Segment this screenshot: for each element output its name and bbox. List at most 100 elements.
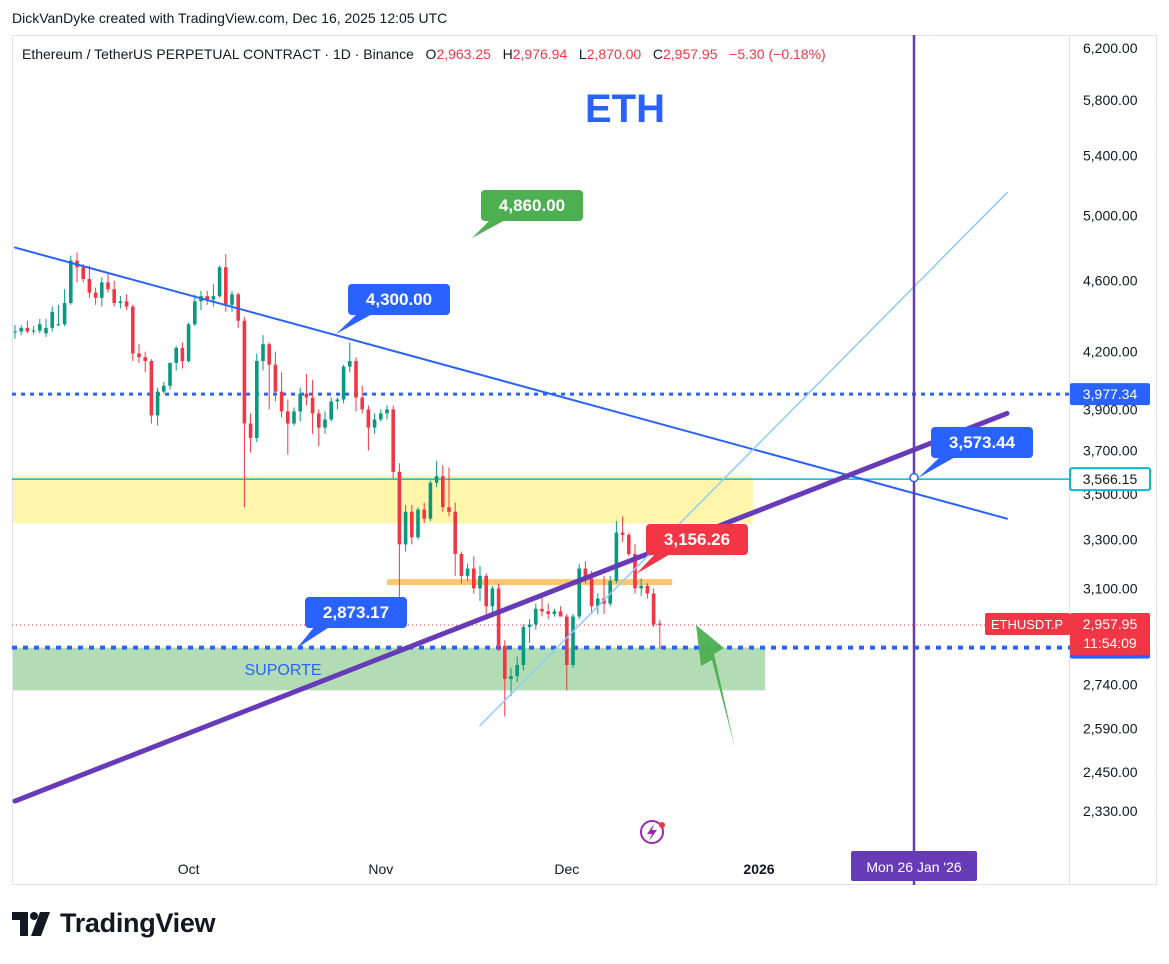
tradingview-logo-text: TradingView (60, 908, 216, 938)
candle-body (50, 311, 54, 328)
candle-body (193, 301, 197, 325)
candle-2025-11-09 (428, 480, 433, 521)
candle-2025-09-06 (31, 326, 36, 335)
candle-2025-10-02 (193, 294, 197, 327)
callout-2873-text: 2,873.17 (323, 603, 389, 622)
candle-2025-10-04 (205, 290, 209, 305)
candle-body (534, 608, 538, 625)
candle-body (341, 366, 346, 400)
candle-body (292, 411, 296, 424)
candle-2025-09-16 (93, 287, 98, 305)
candle-body (379, 413, 383, 420)
callout-4300-text: 4,300.00 (366, 290, 432, 309)
intersection-point (909, 472, 919, 483)
candle-2025-11-13 (453, 502, 457, 576)
candle-body (441, 476, 445, 508)
symbol-tag-box (985, 612, 1070, 635)
candle-body (589, 578, 594, 607)
candle-2025-10-15 (273, 351, 278, 402)
candle-body (459, 553, 464, 576)
candle-2025-11-05 (403, 504, 408, 552)
candle-body (453, 511, 457, 554)
y-tick-label: 3,300.00 (1083, 532, 1138, 548)
candle-body (56, 324, 61, 326)
y-tick-label: 3,700.00 (1083, 442, 1138, 458)
candle-body (608, 580, 612, 604)
lightning-icon-dot (659, 822, 665, 828)
candle-2025-10-01 (186, 322, 191, 363)
candle-body (614, 532, 619, 581)
candle-2025-10-19 (298, 387, 302, 422)
candle-body (112, 289, 116, 304)
candle-body (211, 296, 216, 300)
candle-2025-11-12 (447, 467, 451, 517)
callout-4860-box (481, 190, 583, 221)
candle-2025-10-23 (323, 411, 327, 434)
candle-body (434, 476, 439, 483)
callout-4860-text: 4,860.00 (499, 196, 565, 215)
candle-body (496, 588, 501, 646)
candle-2025-11-01 (379, 409, 383, 422)
countdown-text: 11:54:09 (1083, 635, 1137, 651)
plot-group: SUPORTE (12, 191, 1070, 804)
candle-body (546, 611, 550, 614)
candle-2025-11-14 (459, 551, 464, 584)
price-axis[interactable] (1070, 35, 1157, 885)
candle-2025-11-23 (515, 656, 519, 682)
lightning-icon (640, 820, 665, 844)
candle-2025-10-06 (217, 265, 222, 298)
thin-ascending-channel (479, 191, 1008, 727)
candle-body (131, 306, 135, 354)
candle-body (317, 413, 321, 428)
candle-body (509, 676, 513, 679)
candle-body (69, 260, 73, 304)
date-marker-label: Mon 26 Jan '26 (851, 851, 977, 881)
candle-body (403, 511, 408, 545)
symbol-tag-text: ETHUSDT.P (991, 617, 1063, 632)
resistance-zone (13, 476, 753, 524)
callout-3573: 3,573.44 (918, 427, 1033, 478)
candle-2025-12-09 (614, 520, 619, 584)
candle-body (180, 347, 185, 361)
y-tick-label: 2,740.00 (1083, 677, 1138, 693)
candle-body (286, 411, 290, 424)
candle-2025-11-20 (496, 583, 501, 652)
candle-body (310, 397, 315, 414)
candle-body (627, 534, 631, 554)
candle-body (583, 568, 588, 579)
y-tick-label: 4,200.00 (1083, 344, 1138, 360)
candle-2025-09-19 (112, 280, 116, 307)
candle-2025-10-17 (286, 399, 290, 455)
axis-tag-cyan-line-3566-box (1069, 467, 1151, 492)
candle-body (577, 568, 581, 617)
candle-2025-09-29 (174, 346, 178, 371)
callout-2873-pointer (297, 626, 331, 648)
callout-3573-text: 3,573.44 (949, 433, 1016, 452)
candle-body (478, 575, 482, 589)
callout-2873: 2,873.17 (297, 597, 407, 648)
candle-2025-12-03 (577, 563, 581, 620)
candle-2025-09-21 (124, 294, 129, 311)
candle-2025-12-15 (651, 588, 656, 628)
author-credit: DickVanDyke created with TradingView.com… (12, 10, 448, 26)
candle-body (19, 327, 23, 332)
candle-body (484, 575, 488, 607)
y-tick-label: 2,590.00 (1083, 721, 1138, 737)
candle-2025-09-07 (38, 318, 42, 334)
symbol-tag: ETHUSDT.P (985, 612, 1070, 635)
chart-pane[interactable] (12, 35, 1070, 885)
candle-2025-11-19 (490, 585, 495, 614)
support-zone-label: SUPORTE (244, 662, 321, 679)
candle-2025-12-01 (565, 613, 569, 691)
candle-2025-10-27 (348, 342, 352, 373)
candle-body (255, 360, 259, 438)
candle-body (360, 397, 364, 410)
candle-2025-11-07 (416, 507, 420, 540)
candle-2025-09-25 (149, 359, 154, 424)
candle-body (558, 611, 563, 617)
candle-2025-11-04 (397, 463, 402, 599)
candle-2025-10-13 (261, 335, 265, 371)
symbol-name: Ethereum / TetherUS PERPETUAL CONTRACT ·… (22, 46, 414, 62)
candle-2025-11-16 (472, 556, 476, 594)
